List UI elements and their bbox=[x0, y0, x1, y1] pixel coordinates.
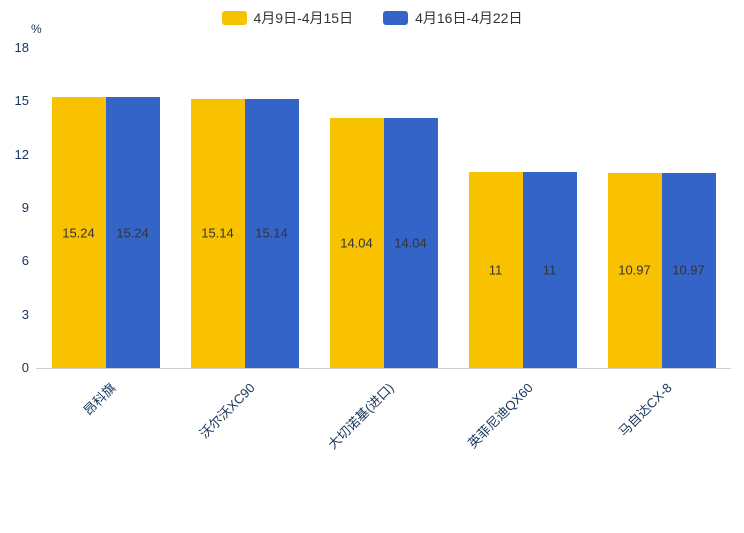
y-axis-tick-label: 15 bbox=[14, 93, 29, 109]
bar-value-label: 14.04 bbox=[394, 235, 427, 251]
legend: 4月9日-4月15日 4月16日-4月22日 bbox=[0, 8, 744, 28]
x-axis-category-label: 沃尔沃XC90 bbox=[196, 380, 258, 442]
y-axis-tick-label: 3 bbox=[21, 306, 29, 322]
bar-series1[interactable]: 11 bbox=[468, 172, 523, 368]
y-axis-tick-label: 6 bbox=[21, 253, 29, 269]
bar-series1[interactable]: 15.24 bbox=[51, 97, 106, 368]
bar-group: 15.14 15.14 bbox=[175, 48, 314, 368]
bar-value-label: 11 bbox=[488, 262, 503, 278]
legend-item-week1[interactable]: 4月9日-4月15日 bbox=[221, 8, 354, 28]
bar-group: 15.24 15.24 bbox=[36, 48, 175, 368]
bar-value-label: 15.14 bbox=[201, 225, 234, 241]
x-axis-category-label: 英菲尼迪QX60 bbox=[464, 380, 536, 452]
legend-swatch-week2-icon bbox=[383, 11, 409, 25]
bar-series2[interactable]: 15.24 bbox=[105, 97, 160, 368]
plot-area: 15.24 15.24 15.14 15.14 14.04 14.04 11 11 10.97 1… bbox=[36, 48, 731, 369]
y-axis-unit: % bbox=[31, 22, 42, 36]
legend-label-week2: 4月16日-4月22日 bbox=[415, 10, 523, 26]
bar-value-label: 10.97 bbox=[672, 262, 705, 278]
bar-series1[interactable]: 10.97 bbox=[607, 172, 662, 368]
y-axis-tick-label: 12 bbox=[14, 146, 29, 162]
legend-label-week1: 4月9日-4月15日 bbox=[253, 10, 354, 26]
bar-value-label: 11 bbox=[542, 262, 557, 278]
bar-value-label: 10.97 bbox=[618, 262, 651, 278]
y-axis-tick-label: 0 bbox=[21, 360, 29, 375]
bar-series2[interactable]: 14.04 bbox=[383, 118, 438, 368]
bar-value-label: 15.24 bbox=[62, 225, 95, 241]
x-axis-category-label: 马自达CX-8 bbox=[615, 380, 675, 440]
bar-value-label: 14.04 bbox=[340, 235, 373, 251]
bar-series1[interactable]: 15.14 bbox=[190, 98, 245, 368]
y-axis-tick-label: 18 bbox=[14, 40, 29, 55]
legend-swatch-week1-icon bbox=[221, 11, 247, 25]
x-axis-category-label: 大切诺基(进口) bbox=[324, 380, 397, 453]
bar-group: 14.04 14.04 bbox=[314, 48, 453, 368]
bar-series2[interactable]: 11 bbox=[522, 172, 577, 368]
bar-series2[interactable]: 15.14 bbox=[244, 98, 299, 368]
y-axis-tick-label: 9 bbox=[21, 200, 29, 215]
y-axis: 0 3 6 9 12 15 18 bbox=[0, 0, 29, 496]
bar-series1[interactable]: 14.04 bbox=[329, 118, 384, 368]
bar-value-label: 15.14 bbox=[255, 225, 288, 241]
bar-value-label: 15.24 bbox=[116, 225, 149, 241]
bar-group: 11 11 bbox=[453, 48, 592, 368]
bar-series2[interactable]: 10.97 bbox=[661, 172, 716, 368]
bar-group: 10.97 10.97 bbox=[592, 48, 731, 368]
legend-item-week2[interactable]: 4月16日-4月22日 bbox=[383, 8, 522, 28]
